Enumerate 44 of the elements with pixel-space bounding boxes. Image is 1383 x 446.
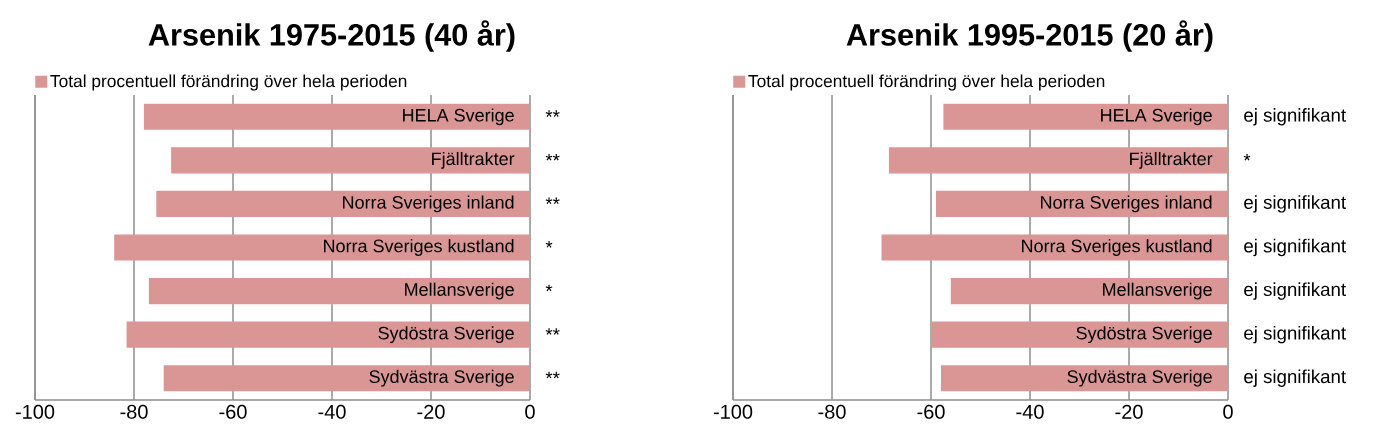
y-tick-label: Norra Sveriges kustland	[1022, 239, 1212, 256]
x-tick-label: 0	[525, 404, 535, 419]
x-tick-label: -100	[15, 404, 55, 419]
x-tick-label: -40	[318, 404, 346, 419]
y-tick-label: Fjälltrakter	[1130, 151, 1213, 169]
y-tick-label: HELA Sverige	[1101, 108, 1212, 126]
y-tick-label: Sydöstra Sverige	[1076, 326, 1212, 344]
y-tick-label: Sydvästra Sverige	[1067, 369, 1212, 387]
text: ej signifikant	[1244, 325, 1346, 344]
text: **	[545, 110, 560, 117]
text: *	[545, 284, 553, 292]
text: *	[1243, 153, 1251, 161]
x-tick-label: -20	[1115, 404, 1143, 419]
legend-label: Total procentuell förändring över hela perioden	[50, 74, 407, 91]
y-tick-label: Fjälltrakter	[432, 151, 515, 169]
x-tick-label: -60	[219, 404, 247, 419]
y-tick-label: Norra Sveriges kustland	[324, 239, 514, 256]
text: ej signifikant	[1244, 238, 1346, 257]
text: **	[545, 371, 560, 379]
x-tick-label: -80	[818, 404, 846, 419]
y-tick-label: Sydvästra Sverige	[369, 369, 514, 387]
x-tick-label: -100	[713, 404, 753, 419]
y-tick-label: Mellansverige	[1103, 282, 1212, 300]
text: **	[545, 153, 560, 161]
legend-label: Total procentuell förändring över hela perioden	[748, 74, 1105, 91]
text: ej signifikant	[1244, 282, 1346, 300]
y-tick-label: Sydöstra Sverige	[378, 326, 514, 344]
x-tick-label: -40	[1016, 404, 1044, 419]
text: ej signifikant	[1244, 195, 1346, 213]
chart-title: Arsenik 1995-2015 (20 år)	[846, 20, 1213, 52]
y-tick-label: HELA Sverige	[403, 108, 514, 126]
text: **	[545, 197, 560, 205]
x-tick-label: -80	[120, 404, 148, 419]
y-tick-label: Norra Sveriges inland	[1041, 195, 1212, 213]
chart-title: Arsenik 1975-2015 (40 år)	[148, 20, 515, 52]
x-tick-label: -20	[417, 404, 445, 419]
text: ej signifikant	[1244, 369, 1346, 387]
text: **	[545, 328, 560, 335]
x-tick-label: 0	[1223, 404, 1233, 419]
text: *	[545, 241, 553, 248]
text: ej signifikant	[1244, 108, 1346, 126]
y-tick-label: Mellansverige	[405, 282, 514, 300]
y-tick-label: Norra Sveriges inland	[343, 195, 514, 213]
x-tick-label: -60	[917, 404, 945, 419]
